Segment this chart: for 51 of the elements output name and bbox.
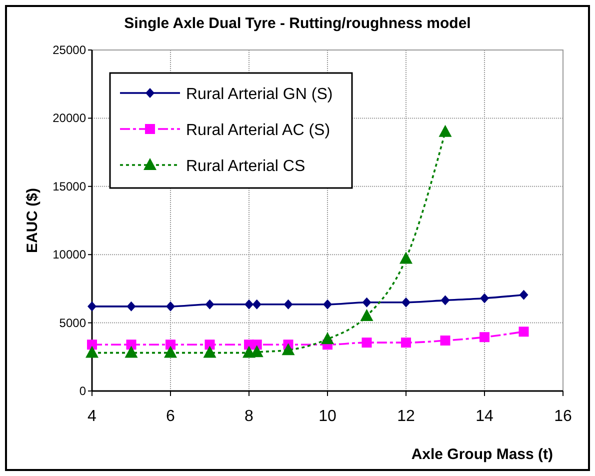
x-tick-label: 16 xyxy=(554,408,572,425)
point xyxy=(244,299,254,310)
x-tick-label: 8 xyxy=(244,408,254,425)
point xyxy=(518,326,529,337)
point xyxy=(166,301,175,312)
point xyxy=(203,346,216,358)
y-axis-title: EAUC ($) xyxy=(24,188,41,254)
point xyxy=(126,301,136,312)
point xyxy=(438,124,452,137)
point xyxy=(124,346,138,358)
point xyxy=(282,343,295,356)
legend-label: Rural Arterial AC (S) xyxy=(186,122,330,139)
y-tick-label: 10000 xyxy=(52,248,86,262)
point xyxy=(321,332,334,344)
point xyxy=(87,340,97,350)
point xyxy=(480,293,489,304)
y-tick-label: 25000 xyxy=(52,43,86,57)
point xyxy=(88,301,96,312)
x-tick-label: 10 xyxy=(318,408,336,425)
y-tick-label: 5000 xyxy=(59,316,86,330)
point xyxy=(362,297,372,308)
point xyxy=(205,299,214,310)
point xyxy=(204,340,215,350)
point xyxy=(401,338,411,348)
x-tick-label: 14 xyxy=(476,408,494,425)
point xyxy=(126,340,136,350)
point xyxy=(440,295,450,306)
point xyxy=(362,338,372,348)
chart-title: Single Axle Dual Tyre - Rutting/roughness model xyxy=(124,15,471,32)
x-tick-label: 6 xyxy=(166,408,176,425)
point xyxy=(252,340,262,350)
legend-label: Rural Arterial GN (S) xyxy=(186,86,333,103)
point xyxy=(284,299,293,310)
point xyxy=(402,297,410,308)
x-axis-title: Axle Group Mass (t) xyxy=(411,446,554,463)
legend-label: Rural Arterial CS xyxy=(186,158,306,175)
point xyxy=(86,346,98,358)
x-tick-label: 12 xyxy=(397,408,415,425)
point xyxy=(480,332,490,342)
point xyxy=(440,336,450,346)
point xyxy=(252,299,262,310)
point xyxy=(400,252,412,264)
point xyxy=(519,290,528,300)
y-tick-label: 20000 xyxy=(52,111,86,126)
point xyxy=(323,299,332,310)
y-tick-label: 0 xyxy=(79,384,86,398)
point xyxy=(166,340,176,350)
y-tick-label: 15000 xyxy=(52,179,86,194)
x-tick-label: 4 xyxy=(88,408,97,425)
point xyxy=(360,308,374,321)
point xyxy=(164,346,177,358)
